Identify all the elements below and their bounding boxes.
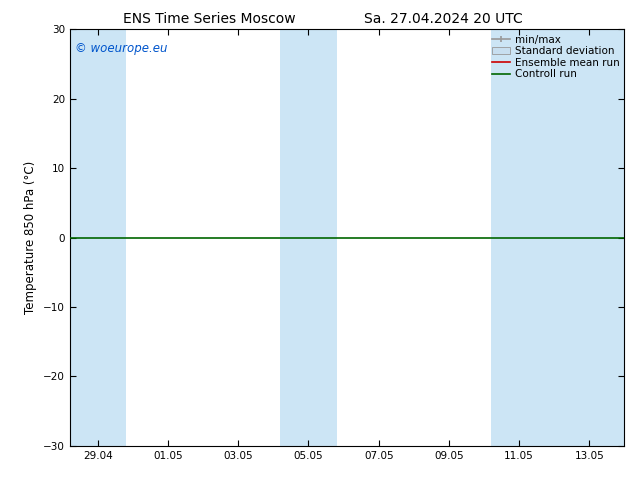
Text: ENS Time Series Moscow: ENS Time Series Moscow bbox=[123, 12, 295, 26]
Text: © woeurope.eu: © woeurope.eu bbox=[75, 42, 168, 55]
Y-axis label: Temperature 850 hPa (°C): Temperature 850 hPa (°C) bbox=[25, 161, 37, 314]
Text: Sa. 27.04.2024 20 UTC: Sa. 27.04.2024 20 UTC bbox=[365, 12, 523, 26]
Bar bbox=[491, 29, 624, 446]
Bar bbox=[280, 29, 337, 446]
Legend: min/max, Standard deviation, Ensemble mean run, Controll run: min/max, Standard deviation, Ensemble me… bbox=[489, 32, 621, 81]
Bar bbox=[70, 29, 126, 446]
